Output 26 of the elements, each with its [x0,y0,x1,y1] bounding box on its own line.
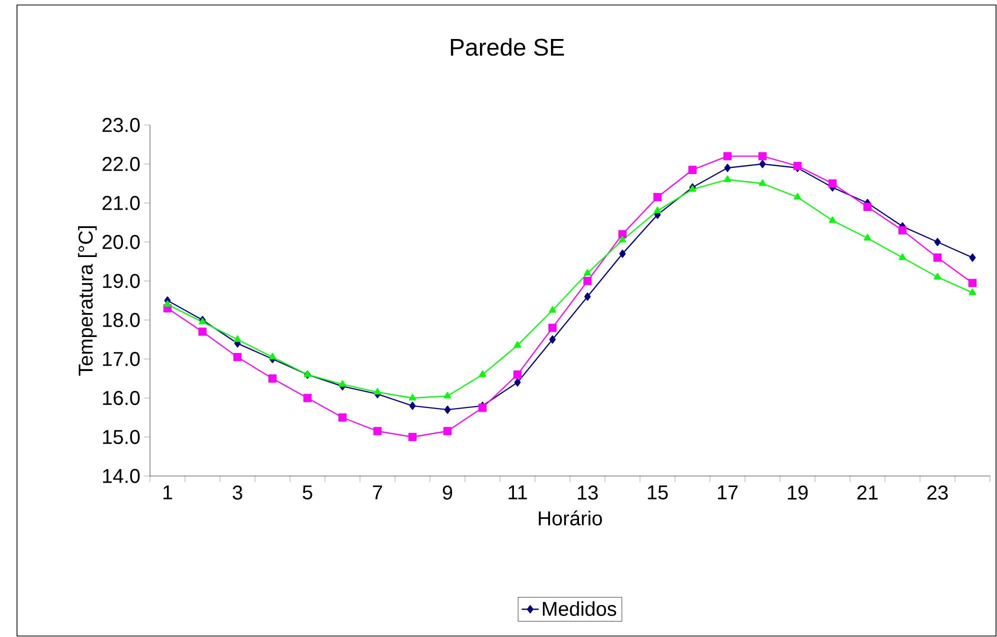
chart-title: Parede SE [450,38,564,56]
y-tick-label: 14.0 [103,468,140,484]
x-tick-label: 13 [578,486,598,500]
y-tick-label: 20.0 [102,234,140,250]
x-tick-label: 7 [372,486,382,500]
y-axis-title: Temperatura [°C] [78,226,97,376]
x-tick-label: 1 [163,486,172,500]
y-tick-label: 21.0 [102,196,140,210]
x-tick-label: 23 [927,486,948,500]
legend-label: Medidos [542,601,616,616]
y-tick-label: 22.0 [102,156,140,172]
x-tick-label: 11 [508,486,527,500]
x-tick-label: 17 [718,486,738,500]
y-tick-label: 23.0 [102,118,140,132]
y-tick-label: 15.0 [103,430,140,444]
y-tick-label: 18.0 [103,312,140,328]
x-tick-label: 15 [648,486,668,500]
x-tick-label: 5 [302,486,312,500]
x-tick-label: 19 [788,486,808,500]
y-tick-label: 19.0 [103,274,140,288]
y-tick-label: 16.0 [103,390,140,406]
x-tick-label: 3 [232,486,242,500]
y-tick-label: 17.0 [103,352,140,366]
x-tick-label: 21 [857,486,878,500]
x-axis-title: Horário [538,510,602,526]
x-tick-label: 9 [442,486,452,500]
